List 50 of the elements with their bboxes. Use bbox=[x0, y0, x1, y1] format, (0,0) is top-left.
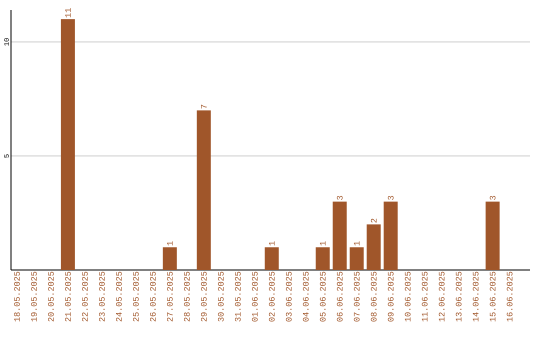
x-tick-label: 19.05.2025 bbox=[31, 272, 37, 322]
data-label: 1 bbox=[167, 241, 173, 246]
x-tick-label: 21.05.2025 bbox=[65, 272, 71, 322]
data-label: 11 bbox=[65, 8, 71, 18]
x-tick-label: 07.06.2025 bbox=[354, 272, 360, 322]
bar bbox=[316, 247, 330, 270]
bar bbox=[60, 19, 75, 270]
bar bbox=[332, 202, 347, 270]
data-label: 3 bbox=[388, 196, 394, 200]
x-tick-label: 08.06.2025 bbox=[370, 272, 377, 322]
bar bbox=[196, 110, 211, 270]
data-label: 2 bbox=[370, 218, 377, 223]
x-tick-label: 28.05.2025 bbox=[184, 272, 190, 322]
x-tick-label: 23.05.2025 bbox=[99, 272, 105, 322]
x-tick-label: 18.05.2025 bbox=[14, 272, 20, 322]
x-tick-label: 10.06.2025 bbox=[404, 272, 411, 322]
x-tick-label: 09.06.2025 bbox=[388, 272, 394, 322]
x-tick-label: 20.05.2025 bbox=[48, 272, 54, 322]
data-label: 7 bbox=[201, 104, 207, 108]
x-tick-label: 27.05.2025 bbox=[166, 272, 173, 322]
x-tick-label: 04.06.2025 bbox=[302, 272, 309, 322]
data-label: 1 bbox=[320, 241, 326, 246]
x-tick-label: 01.06.2025 bbox=[252, 272, 258, 322]
x-tick-label: 15.06.2025 bbox=[490, 272, 496, 322]
x-tick-label: 13.06.2025 bbox=[456, 272, 462, 322]
bar bbox=[366, 224, 381, 270]
bar bbox=[384, 202, 398, 270]
x-tick-label: 22.05.2025 bbox=[82, 272, 88, 322]
x-tick-label: 12.06.2025 bbox=[438, 272, 445, 322]
x-tick-label: 30.05.2025 bbox=[218, 272, 224, 322]
data-label: 3 bbox=[336, 196, 343, 200]
x-tick-label: 02.06.2025 bbox=[268, 272, 275, 322]
data-label: 1 bbox=[268, 241, 275, 246]
x-tick-label: 31.05.2025 bbox=[234, 272, 241, 322]
data-label: 1 bbox=[354, 241, 360, 246]
x-tick-label: 16.06.2025 bbox=[506, 272, 512, 322]
x-tick-label: 05.06.2025 bbox=[320, 272, 326, 322]
x-tick-label: 11.06.2025 bbox=[422, 272, 428, 322]
x-tick-label: 06.06.2025 bbox=[336, 272, 343, 322]
bar bbox=[350, 247, 364, 270]
x-tick-label: 24.05.2025 bbox=[116, 272, 122, 322]
bar bbox=[162, 247, 177, 270]
x-tick-label: 03.06.2025 bbox=[286, 272, 292, 322]
bar bbox=[486, 202, 500, 270]
data-label: 3 bbox=[490, 196, 496, 200]
x-tick-label: 14.06.2025 bbox=[472, 272, 479, 322]
bar bbox=[264, 247, 279, 270]
x-tick-label: 25.05.2025 bbox=[132, 272, 139, 322]
x-tick-label: 29.05.2025 bbox=[200, 272, 207, 322]
x-tick-label: 26.05.2025 bbox=[150, 272, 156, 322]
